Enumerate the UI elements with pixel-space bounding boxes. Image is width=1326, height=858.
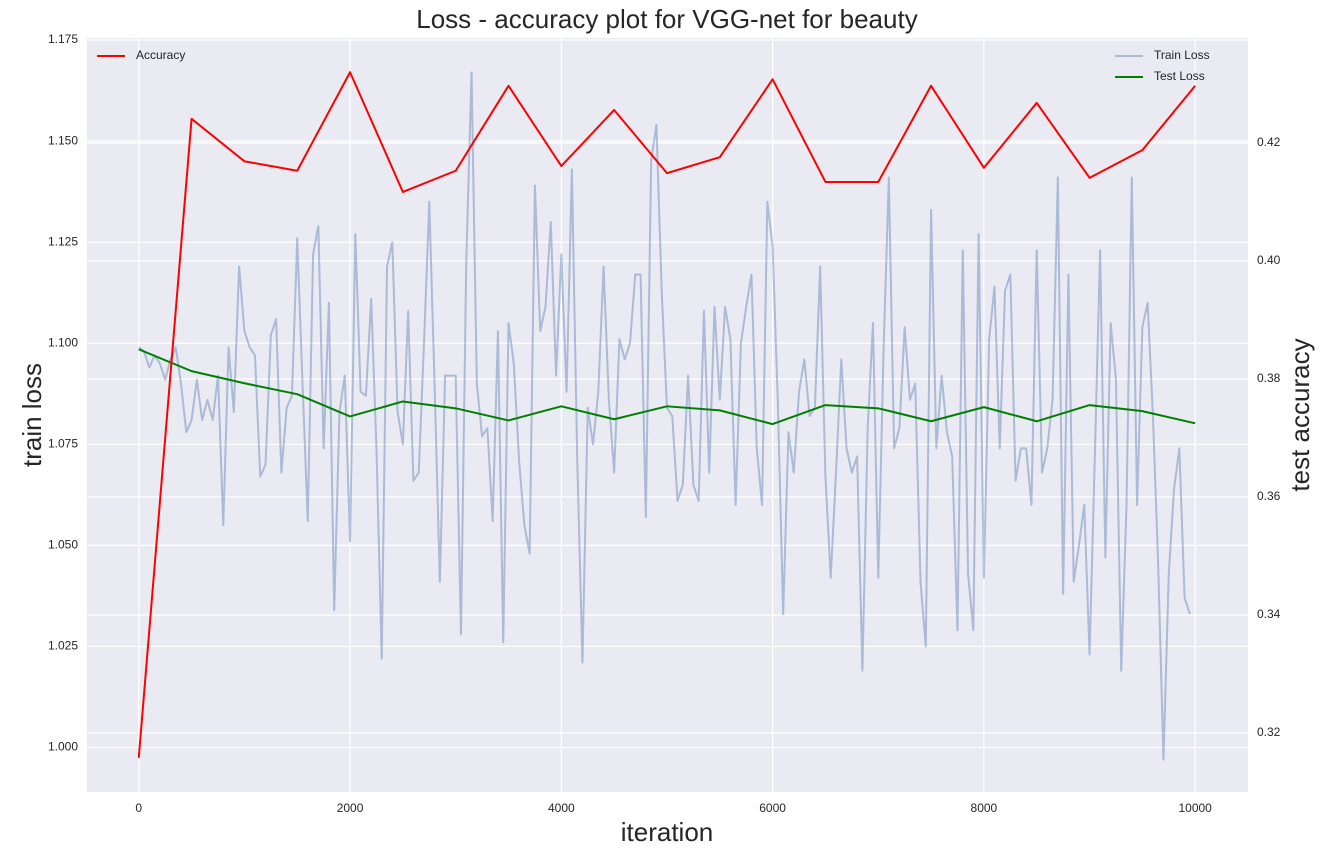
x-tick-label: 4000	[548, 801, 575, 815]
y2-tick-label: 0.36	[1257, 489, 1281, 503]
y-tick-label: 1.150	[48, 133, 78, 147]
y-axis-label: train loss	[17, 363, 47, 467]
y-tick-label: 1.050	[48, 538, 78, 552]
x-tick-label: 2000	[337, 801, 364, 815]
y2-tick-label: 0.32	[1257, 725, 1281, 739]
y-tick-label: 1.000	[48, 740, 78, 754]
labels: 0 2000 4000 6000 8000 10000 1.000 1.025 1.050 1.0…	[48, 32, 1281, 815]
series-line	[138, 71, 1191, 761]
y2-axis-label: test accuracy	[1285, 338, 1315, 491]
plot-background	[87, 38, 1248, 792]
x-tick-label: 8000	[971, 801, 998, 815]
legend-label: Test Loss	[1154, 69, 1205, 83]
legend-label: Train Loss	[1154, 48, 1210, 62]
y2-tick-label: 0.42	[1257, 135, 1281, 149]
grid	[87, 38, 1248, 792]
x-tick-label: 0	[135, 801, 142, 815]
series-line	[137, 71, 1196, 758]
x-tick-label: 6000	[759, 801, 786, 815]
legend-label: Accuracy	[136, 48, 185, 62]
x-tick-label: 10000	[1178, 801, 1212, 815]
series-line	[138, 348, 1196, 426]
y2-tick-label: 0.40	[1257, 253, 1281, 267]
chart-title: Loss - accuracy plot for VGG-net for bea…	[416, 4, 917, 34]
y-tick-label: 1.075	[48, 436, 78, 450]
y2-tick-label: 0.38	[1257, 371, 1281, 385]
marks	[137, 71, 1196, 761]
y-tick-label: 1.125	[48, 234, 78, 248]
y-tick-label: 1.025	[48, 639, 78, 653]
y2-tick-label: 0.34	[1257, 607, 1281, 621]
y-tick-label: 1.175	[48, 32, 78, 46]
y-tick-label: 1.100	[48, 335, 78, 349]
x-axis-label: iteration	[621, 817, 714, 847]
